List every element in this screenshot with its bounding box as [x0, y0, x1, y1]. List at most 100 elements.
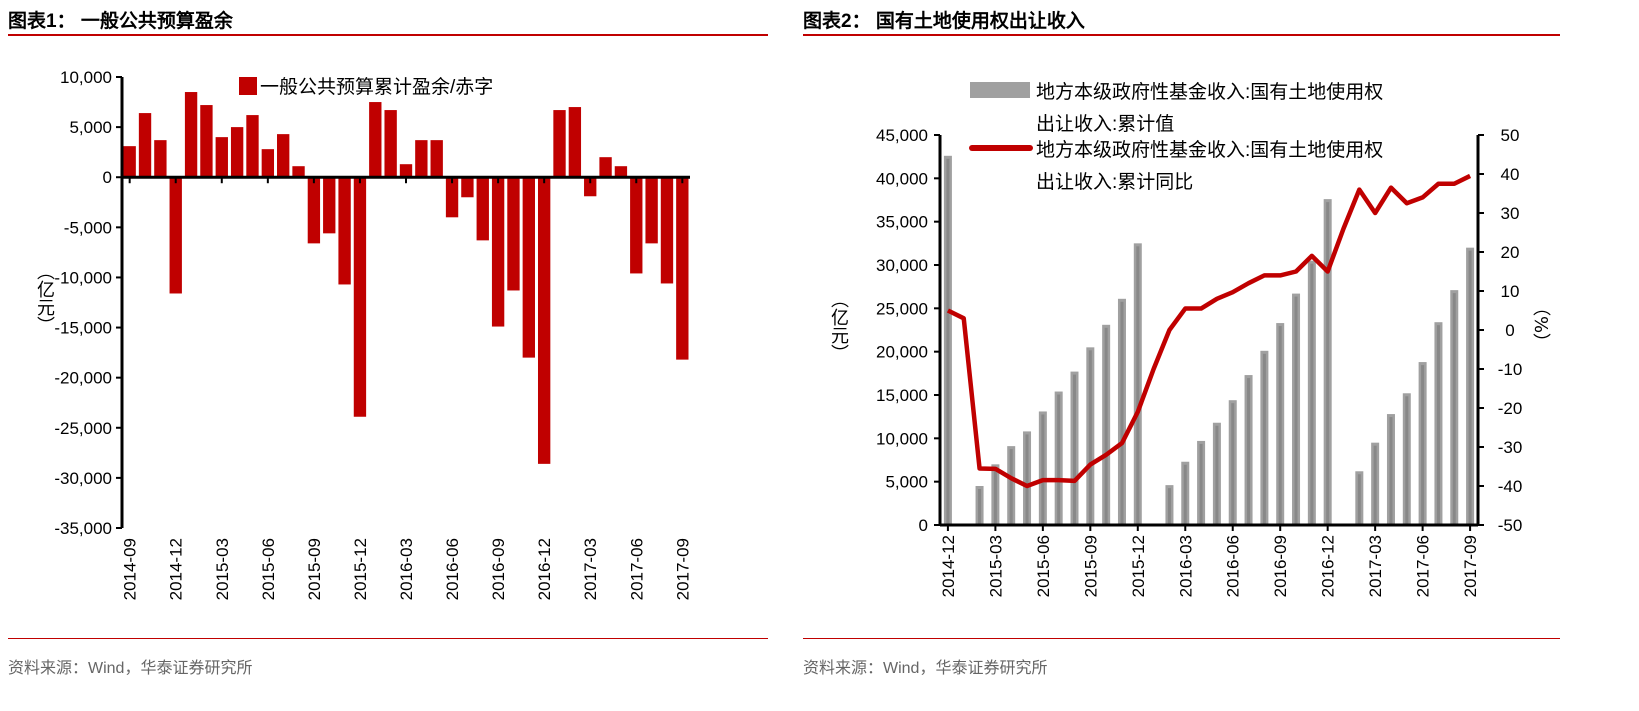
bar-shade	[1247, 378, 1251, 525]
bar-2016-01	[369, 102, 382, 178]
y2-tick-label: -30	[1498, 438, 1523, 457]
bar-2015-03	[215, 137, 228, 178]
y-tick-label: 5,000	[69, 118, 112, 137]
chart1-y-axis-label: （亿元）	[34, 262, 55, 334]
bar-2015-01	[184, 92, 198, 178]
x-tick-label: 2015-03	[986, 535, 1005, 597]
bar-2017-09	[676, 177, 689, 360]
y-tick-label: -35,000	[54, 519, 112, 538]
x-tick-label: 2016-03	[1176, 535, 1195, 597]
bar-shade	[1421, 365, 1425, 525]
y-tick-label: -30,000	[54, 469, 112, 488]
x-tick-label: 2015-12	[1129, 535, 1148, 597]
bar-2016-03	[399, 164, 413, 178]
bar-shade	[1057, 394, 1061, 525]
x-tick-label: 2015-09	[1081, 535, 1100, 597]
y-tick-label: -25,000	[54, 419, 112, 438]
bar-2015-02	[200, 105, 213, 178]
bar-shade	[1199, 443, 1203, 525]
y2-tick-label: -50	[1498, 516, 1523, 535]
y-tick-label: 40,000	[876, 169, 928, 188]
y2-tick-label: 10	[1501, 282, 1520, 301]
bar-2015-12	[353, 177, 367, 417]
bar-shade	[1073, 374, 1076, 525]
chart2-title: 图表2： 国有土地使用权出让收入	[803, 11, 1085, 32]
x-tick-label: 2014-09	[121, 538, 140, 600]
bar-2014-12	[169, 177, 182, 294]
y2-tick-label: -10	[1498, 360, 1523, 379]
bar-2017-08	[660, 177, 674, 284]
y2-tick-label: -40	[1498, 477, 1523, 496]
bar-2017-04	[599, 157, 612, 178]
bar-shade	[1310, 263, 1314, 525]
legend-bar-swatch	[970, 82, 1030, 98]
bar-2017-05	[614, 166, 628, 178]
x-tick-label: 2016-09	[1271, 535, 1290, 597]
x-tick-label: 2017-03	[1366, 535, 1385, 597]
y-tick-label: -5,000	[64, 218, 112, 237]
bar-2017-06	[630, 177, 643, 274]
y2-tick-label: 30	[1501, 204, 1520, 223]
legend-bar-label: 地方本级政府性基金收入:国有土地使用权	[1036, 81, 1383, 103]
chart1-footer-rule	[8, 638, 768, 639]
bar-shade	[1104, 327, 1108, 525]
bar-2014-10	[138, 113, 152, 178]
bar-shade	[1088, 350, 1092, 525]
y-tick-label: 5,000	[885, 473, 928, 492]
bar-2016-08	[476, 177, 489, 241]
bar-shade	[1183, 464, 1187, 525]
bar-2017-03	[584, 177, 597, 197]
y-tick-label: 25,000	[876, 299, 928, 318]
bar-2015-07	[277, 134, 290, 178]
y-tick-label: 0	[103, 168, 112, 187]
bar-2015-05	[246, 115, 259, 178]
bar-2016-09	[491, 177, 505, 327]
x-tick-label: 2015-09	[305, 538, 324, 600]
bar-shade	[1405, 396, 1409, 525]
bar-shade	[1136, 246, 1140, 526]
chart2-footer-rule	[803, 638, 1560, 639]
chart1-title: 图表1： 一般公共预算盈余	[8, 11, 233, 32]
x-tick-label: 2015-06	[259, 538, 278, 600]
bar-shade	[1167, 488, 1171, 525]
yoy-line	[946, 173, 1472, 489]
bar-shade	[1468, 250, 1472, 525]
chart2-y2-axis-label: （%）	[1530, 298, 1551, 352]
y2-tick-label: 20	[1501, 243, 1520, 262]
bar-2016-11	[522, 177, 535, 358]
bar-shade	[1278, 326, 1282, 525]
chart2-title-rule	[803, 34, 1560, 36]
y-tick-label: 45,000	[876, 126, 928, 145]
x-tick-label: 2017-09	[1461, 535, 1480, 597]
x-tick-label: 2016-06	[443, 538, 462, 600]
bar-2016-10	[507, 177, 520, 291]
x-tick-label: 2016-12	[535, 538, 554, 600]
bar-shade	[978, 489, 982, 525]
bar-2014-11	[154, 140, 167, 178]
x-tick-label: 2014-12	[167, 538, 186, 600]
bar-2017-01	[553, 110, 566, 178]
bar-shade	[1389, 417, 1393, 525]
bar-shade	[1215, 425, 1219, 525]
bar-shade	[1326, 202, 1330, 525]
bar-2015-04	[230, 127, 244, 178]
y-tick-label: 35,000	[876, 213, 928, 232]
bar-2015-06	[261, 149, 275, 178]
y2-tick-label: -20	[1498, 399, 1523, 418]
bar-shade	[1262, 353, 1266, 525]
bar-shade	[1373, 445, 1377, 525]
chart2-y-axis-label: （亿元）	[828, 290, 849, 362]
x-tick-label: 2016-06	[1224, 535, 1243, 597]
y-tick-label: 15,000	[876, 386, 928, 405]
x-tick-label: 2015-06	[1034, 535, 1053, 597]
bar-2014-09	[123, 146, 136, 178]
bar-2017-02	[568, 107, 582, 178]
x-tick-label: 2017-06	[627, 538, 646, 600]
bar-shade	[946, 158, 950, 526]
bar-2015-11	[338, 177, 351, 285]
bar-2016-07	[461, 177, 474, 198]
y2-tick-label: 40	[1501, 165, 1520, 184]
x-tick-label: 2015-03	[213, 538, 232, 600]
x-tick-label: 2015-12	[351, 538, 370, 600]
bar-2016-02	[384, 110, 397, 178]
